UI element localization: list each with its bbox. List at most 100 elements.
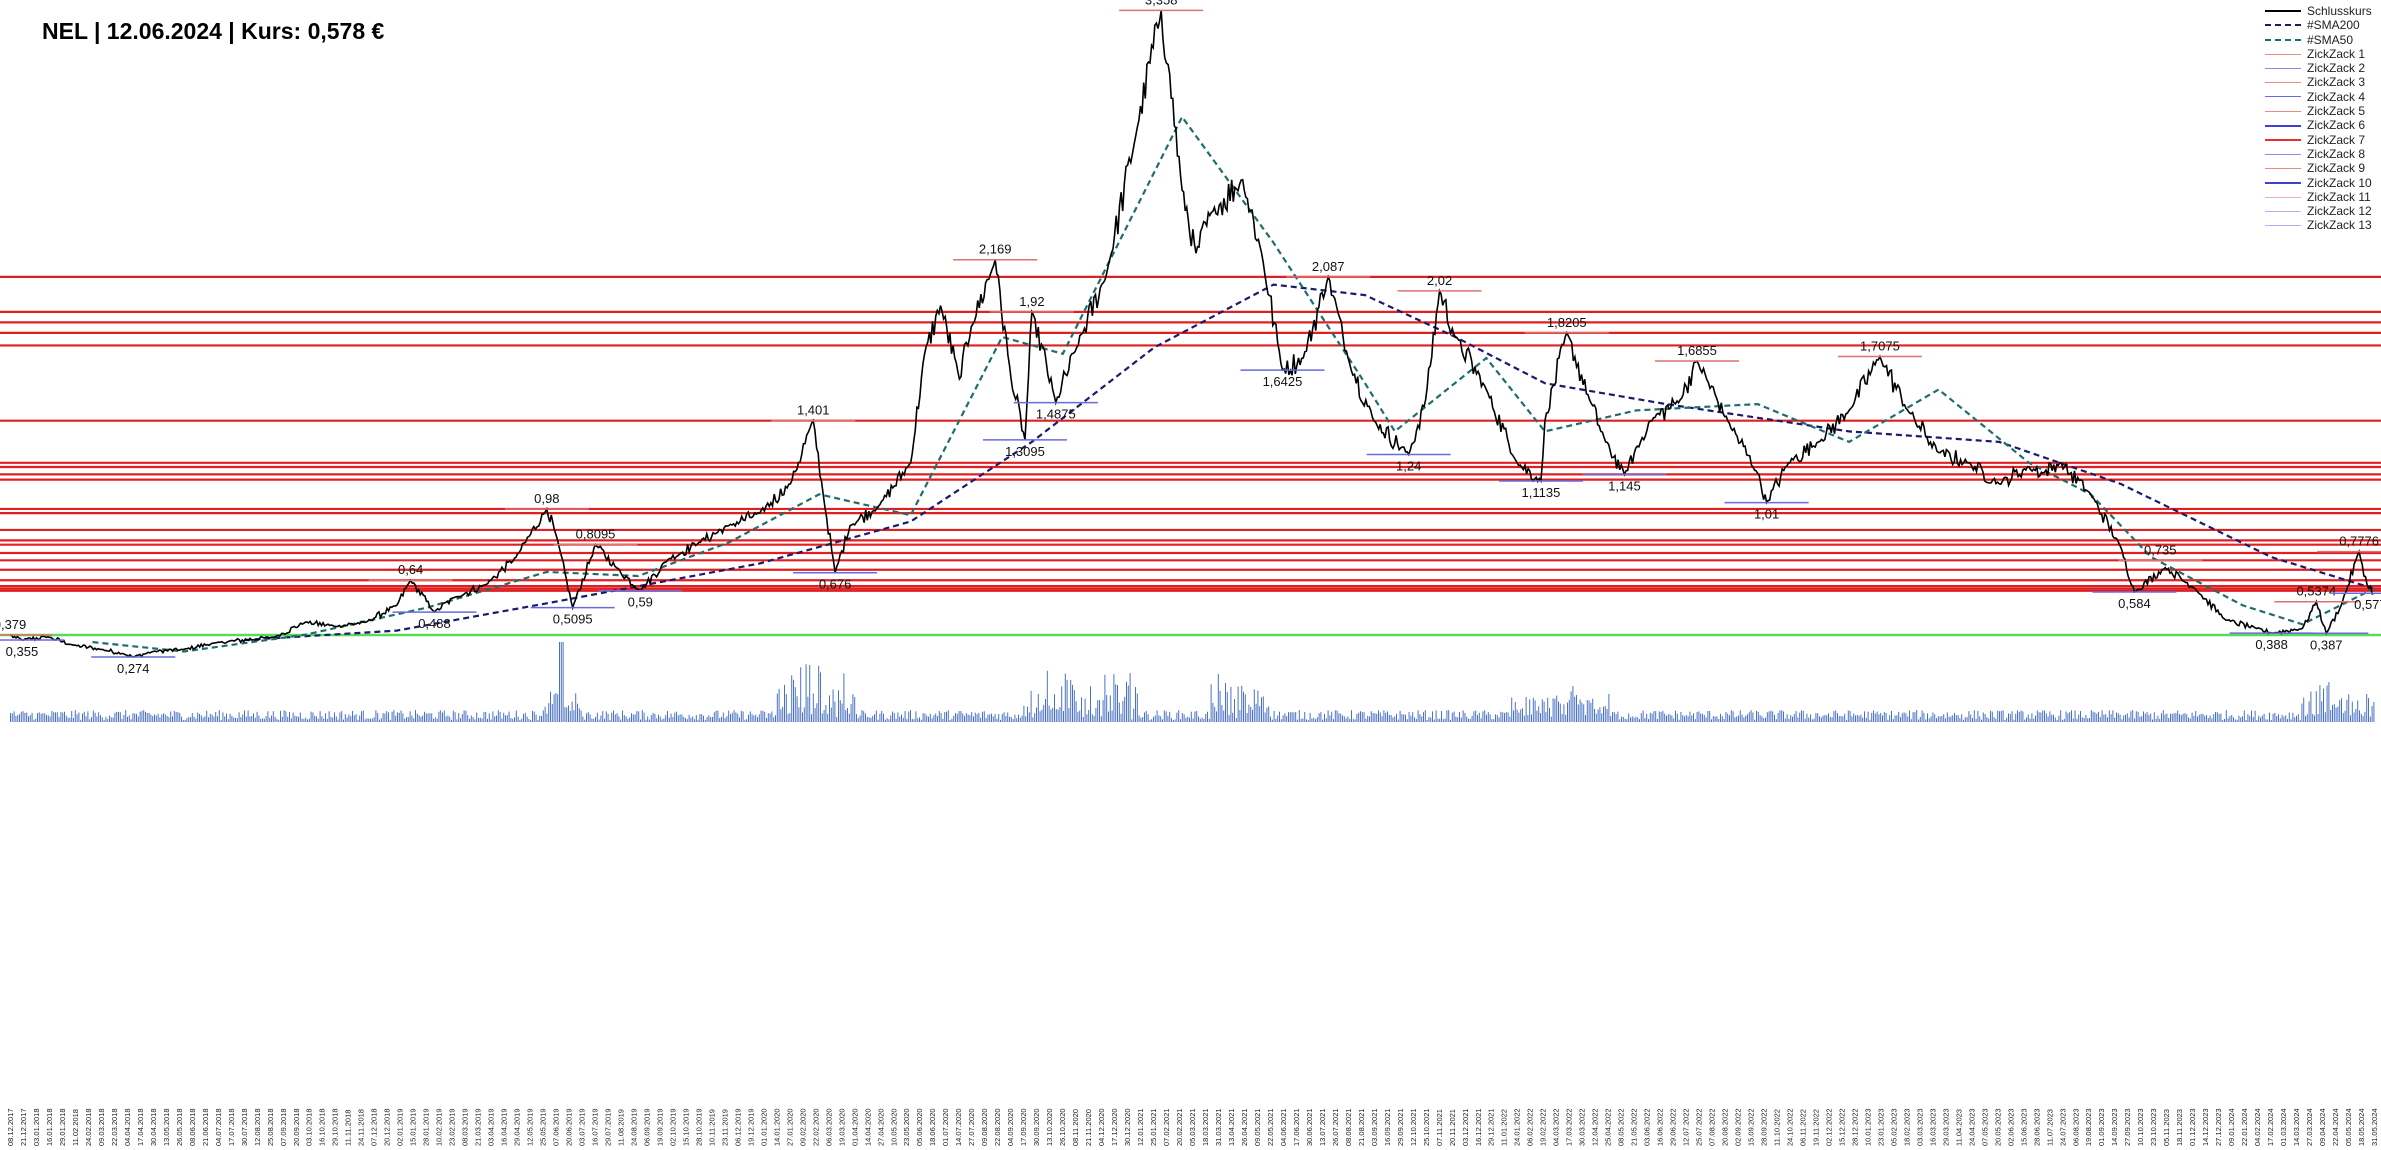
volume-bar	[1108, 711, 1109, 722]
x-tick-label: 12.04.2022	[1591, 1108, 1600, 1146]
volume-bar	[389, 719, 391, 722]
volume-bar	[1156, 710, 1158, 722]
volume-bar	[1531, 714, 1532, 722]
volume-bar	[784, 684, 785, 722]
volume-bar	[1487, 712, 1489, 722]
volume-bar	[877, 719, 879, 722]
volume-bar	[1529, 699, 1531, 722]
volume-bar	[1334, 710, 1336, 722]
volume-bar	[1331, 711, 1333, 722]
volume-bar	[343, 719, 344, 722]
volume-bar	[735, 712, 737, 722]
volume-bar	[1595, 713, 1597, 722]
volume-bar	[166, 715, 168, 722]
volume-bar	[242, 714, 244, 722]
volume-bar	[2335, 707, 2337, 722]
volume-bar	[1442, 719, 1444, 722]
volume-bar	[746, 719, 748, 722]
volume-bar	[589, 714, 591, 722]
volume-bar	[1631, 716, 1633, 722]
volume-bar	[148, 712, 150, 722]
volume-bar	[1140, 717, 1142, 722]
volume-bar	[722, 712, 724, 722]
volume-bar	[56, 712, 58, 722]
x-tick-label: 25.01.2021	[1149, 1108, 1158, 1146]
volume-bar	[344, 714, 346, 722]
volume-bar	[852, 694, 854, 722]
x-tick-label: 03.09.2021	[1370, 1108, 1379, 1146]
volume-bar	[1203, 718, 1205, 722]
volume-bar	[1495, 714, 1496, 722]
volume-bar	[1133, 708, 1135, 722]
volume-bar	[1864, 711, 1865, 722]
volume-bar	[778, 688, 780, 722]
volume-bar	[668, 717, 670, 722]
volume-bar	[1691, 715, 1693, 722]
x-tick-label: 22.03.2018	[110, 1108, 119, 1146]
volume-bar	[1730, 710, 1732, 722]
volume-bar	[445, 716, 447, 722]
volume-bar	[618, 716, 620, 722]
volume-bar	[517, 716, 519, 722]
volume-bar	[143, 710, 145, 722]
volume-bar	[1903, 712, 1905, 722]
volume-bar	[2053, 714, 2054, 722]
volume-bar	[127, 716, 128, 722]
volume-bar	[879, 713, 881, 722]
volume-bar	[173, 711, 175, 722]
x-tick-label: 25.10.2021	[1422, 1108, 1431, 1146]
x-tick-label: 17.12.2020	[1110, 1108, 1119, 1146]
volume-bar	[2278, 714, 2279, 722]
zigzag-label: 1,92	[1019, 294, 1044, 309]
volume-bar	[1824, 714, 1826, 722]
volume-bar	[1640, 713, 1642, 722]
volume-bar	[2139, 716, 2141, 722]
legend-item: ZickZack 2	[2265, 61, 2372, 75]
volume-bar	[661, 719, 663, 722]
x-tick-label: 26.04.2021	[1240, 1108, 1249, 1146]
volume-bar	[874, 714, 875, 722]
volume-bar	[1405, 714, 1406, 722]
volume-bar	[1997, 710, 1999, 722]
x-tick-label: 01.09.2023	[2097, 1108, 2106, 1146]
volume-bar	[2112, 710, 2114, 722]
volume-bar	[1196, 710, 1198, 722]
volume-bar	[1689, 711, 1691, 722]
x-tick-label: 11.02.2018	[71, 1109, 80, 1146]
volume-bar	[1777, 712, 1779, 722]
zigzag-label: 0,735	[2144, 542, 2177, 557]
volume-bar	[69, 717, 71, 722]
volume-bar	[1372, 713, 1374, 722]
volume-bar	[245, 716, 247, 722]
x-tick-label: 24.07.2023	[2058, 1108, 2067, 1146]
x-tick-label: 14.04.2020	[863, 1108, 872, 1146]
legend-label: ZickZack 12	[2307, 204, 2372, 219]
volume-bar	[427, 713, 429, 722]
volume-bar	[1628, 713, 1630, 722]
volume-bar	[1774, 714, 1775, 722]
volume-bar	[1685, 714, 1687, 722]
x-tick-label: 22.02.2020	[811, 1108, 820, 1146]
x-tick-label: 04.09.2020	[1006, 1108, 1015, 1146]
volume-bar	[317, 718, 319, 722]
volume-bar	[857, 718, 859, 722]
volume-bar	[159, 717, 161, 722]
volume-bar	[179, 712, 181, 722]
volume-bar	[2036, 710, 2038, 722]
volume-bar	[1176, 712, 1178, 722]
volume-bar	[1925, 719, 1927, 722]
x-tick-label: 04.12.2020	[1097, 1108, 1106, 1146]
volume-bar	[267, 711, 269, 722]
volume-bar	[1750, 710, 1752, 722]
volume-bar	[1624, 718, 1626, 722]
volume-bar	[1912, 712, 1914, 722]
volume-bar	[1711, 719, 1712, 722]
volume-bar	[361, 711, 362, 722]
volume-bar	[1635, 716, 1637, 722]
volume-bar	[438, 711, 440, 722]
volume-bar	[794, 687, 796, 722]
volume-bar	[897, 712, 899, 722]
volume-bar	[1588, 700, 1590, 722]
volume-bar	[985, 718, 987, 722]
